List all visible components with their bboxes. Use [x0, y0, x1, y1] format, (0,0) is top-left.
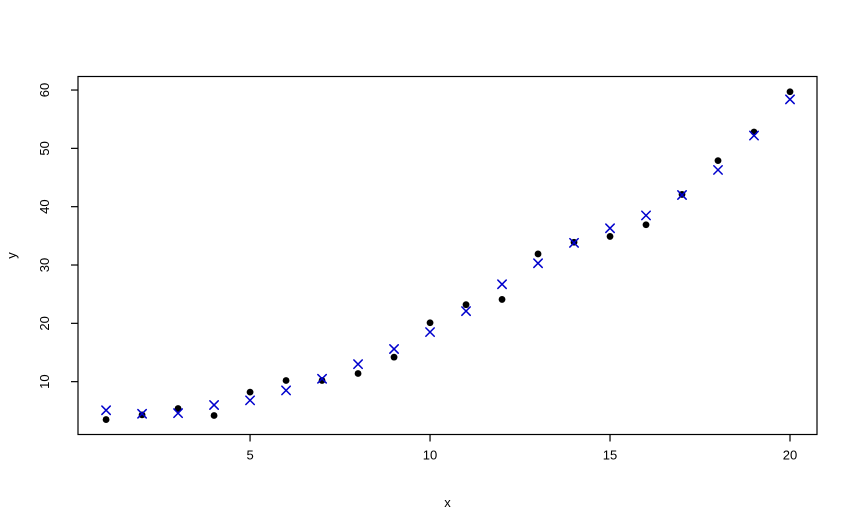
- data-point-dot: [534, 250, 542, 258]
- data-point-cross: [389, 344, 399, 354]
- y-axis-label: y: [4, 252, 19, 259]
- data-point-dot: [606, 233, 614, 240]
- y-axis-tick-label: 50: [37, 141, 52, 155]
- data-point-cross: [137, 408, 148, 419]
- data-point-cross: [605, 223, 615, 234]
- plot-border-box: [77, 75, 818, 436]
- data-point-dot: [750, 128, 758, 136]
- data-point-dot: [462, 301, 470, 309]
- data-point-dot: [498, 296, 506, 303]
- data-point-cross: [173, 408, 184, 419]
- data-points-layer: [101, 88, 795, 423]
- data-point-dot: [642, 221, 650, 229]
- data-point-dot: [786, 88, 794, 96]
- x-axis-tick-label: 20: [783, 448, 797, 463]
- data-point-dot: [318, 377, 326, 384]
- x-axis-label: x: [444, 495, 451, 510]
- data-point-dot: [246, 388, 254, 396]
- y-axis-tick-label: 40: [37, 199, 52, 213]
- x-axis-tick-label: 10: [423, 448, 437, 463]
- data-point-dot: [210, 412, 218, 419]
- data-point-cross: [317, 373, 328, 384]
- data-point-cross: [209, 400, 220, 410]
- y-axis-ticks: 10 20 30 40 50 60: [37, 83, 78, 389]
- data-point-cross: [785, 94, 795, 105]
- data-point-cross: [281, 385, 292, 396]
- data-point-dot: [138, 411, 146, 419]
- data-point-cross: [497, 279, 507, 290]
- x-axis-tick-label: 15: [603, 448, 617, 463]
- data-point-dot: [390, 353, 398, 361]
- data-point-cross: [641, 210, 651, 221]
- x-axis-tick-label: 5: [246, 448, 253, 463]
- data-point-dot: [102, 416, 110, 423]
- data-point-cross: [749, 130, 759, 141]
- data-point-dot: [174, 405, 182, 412]
- y-axis-tick-label: 10: [37, 374, 52, 388]
- y-axis-tick-label: 20: [37, 316, 52, 330]
- data-point-dot: [426, 319, 434, 327]
- data-point-cross: [569, 237, 579, 248]
- data-point-cross: [461, 306, 471, 317]
- data-point-cross: [713, 164, 723, 175]
- y-axis-tick-label: 30: [37, 258, 52, 272]
- x-axis-ticks: 5 10 15 20: [246, 434, 797, 463]
- data-point-cross: [353, 359, 363, 370]
- y-axis-tick-label: 60: [37, 83, 52, 97]
- data-point-cross: [677, 190, 687, 200]
- data-point-dot: [714, 157, 722, 165]
- data-point-cross: [533, 258, 543, 269]
- data-point-dot: [282, 377, 290, 384]
- data-point-cross: [245, 395, 256, 406]
- data-point-cross: [101, 405, 112, 416]
- data-point-dot: [354, 370, 362, 377]
- data-point-cross: [425, 327, 435, 338]
